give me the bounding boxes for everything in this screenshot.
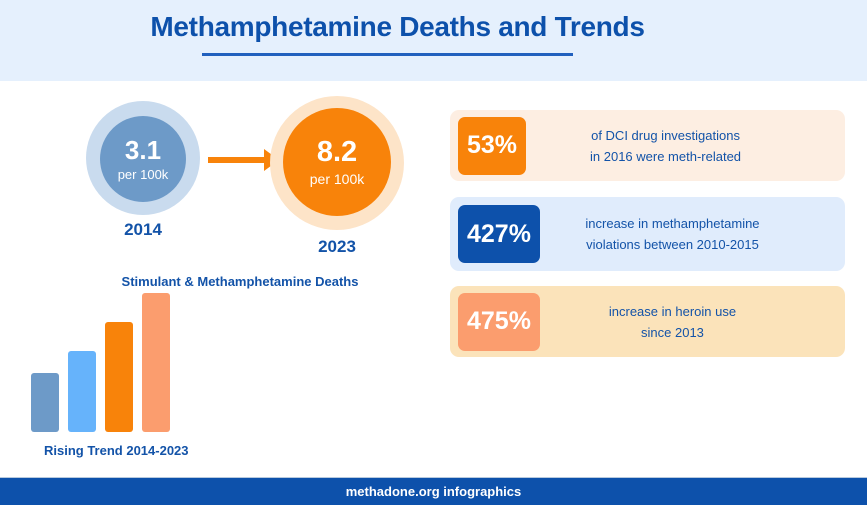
stat-line-1: increase in heroin use	[608, 303, 737, 319]
stat-line-2: violations between 2010-2015	[586, 237, 759, 252]
title-underline	[202, 53, 573, 56]
chart-bar	[31, 373, 59, 432]
stat-text: increase in methamphetamine violations b…	[540, 213, 845, 255]
footer: methadone.org infographics	[0, 477, 867, 505]
stat-badge: 475%	[458, 292, 540, 351]
circle-2014: 3.1 per 100k	[100, 116, 186, 202]
stat-badge: 427%	[458, 205, 540, 263]
rate-2014-unit: per 100k	[117, 166, 169, 182]
trend-arrow-icon	[208, 157, 264, 163]
stat-line-2: since 2013	[641, 324, 704, 340]
stat-card-meth-violations: 427% increase in methamphetamine violati…	[450, 197, 845, 271]
stat-text: increase in heroin use since 2013	[540, 301, 845, 343]
rate-2023-unit: per 100k	[309, 170, 365, 187]
stat-card-dci-investigations: 53% of DCI drug investigations in 2016 w…	[450, 110, 845, 181]
year-2023-label: 2023	[318, 237, 356, 256]
stat-line-2: in 2016 were meth-related	[590, 148, 742, 164]
stat-card-heroin-use: 475% increase in heroin use since 2013	[450, 286, 845, 357]
chart-bar	[68, 351, 96, 432]
rate-2023-value: 8.2	[316, 136, 358, 169]
stat-line-1: increase in methamphetamine	[585, 216, 760, 231]
header: Methamphetamine Deaths and Trends	[0, 0, 867, 81]
stat-text: of DCI drug investigations in 2016 were …	[526, 125, 845, 167]
bar-chart	[31, 293, 170, 432]
stat-badge: 53%	[458, 116, 527, 175]
chart-bar	[105, 322, 133, 432]
chart-bar	[142, 293, 170, 432]
rate-2014-value: 3.1	[124, 135, 162, 166]
year-2014-label: 2014	[124, 220, 162, 239]
chart-title: Stimulant & Methamphetamine Deaths	[121, 274, 359, 289]
circle-2023: 8.2 per 100k	[283, 108, 391, 216]
stat-line-1: of DCI drug investigations	[591, 127, 740, 143]
chart-caption: Rising Trend 2014-2023	[44, 443, 189, 458]
footer-text: methadone.org infographics	[345, 484, 522, 499]
page-title: Methamphetamine Deaths and Trends	[150, 11, 645, 42]
